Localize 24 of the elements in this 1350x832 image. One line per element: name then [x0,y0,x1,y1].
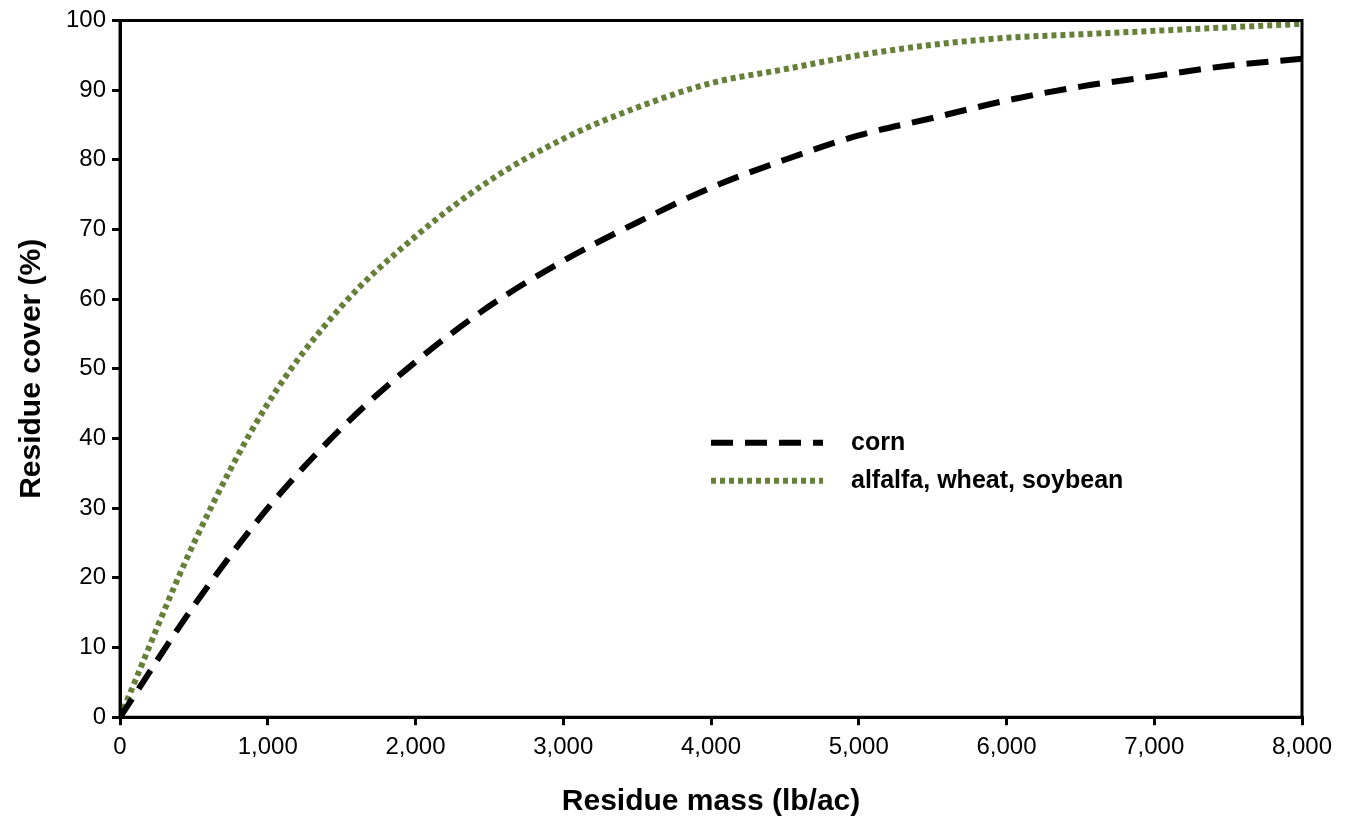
x-tick-label: 3,000 [533,732,594,760]
y-tick-label: 20 [79,562,107,590]
x-tick-label: 7,000 [1124,732,1185,760]
x-tick-label: 6,000 [976,732,1037,760]
y-tick-label: 90 [79,74,107,102]
y-tick-label: 10 [79,632,107,660]
x-tick-label: 0 [113,732,127,760]
y-tick-label: 100 [66,5,107,33]
x-tick-label: 1,000 [237,732,298,760]
y-tick-label: 70 [79,214,107,242]
x-tick-label: 2,000 [385,732,446,760]
legend-label: alfalfa, wheat, soybean [851,464,1124,493]
y-tick-label: 50 [79,353,107,381]
y-axis-title: Residue cover (%) [13,238,47,499]
x-axis-title: Residue mass (lb/ac) [561,783,861,817]
x-tick-label: 5,000 [828,732,889,760]
x-tick-label: 8,000 [1271,732,1333,760]
x-tick-label: 4,000 [680,732,742,760]
y-tick-label: 30 [79,492,107,520]
legend-label: corn [851,426,906,455]
y-tick-label: 40 [79,423,107,451]
y-tick-label: 0 [92,701,107,729]
y-tick-label: 80 [79,144,107,172]
y-tick-label: 60 [79,283,107,311]
